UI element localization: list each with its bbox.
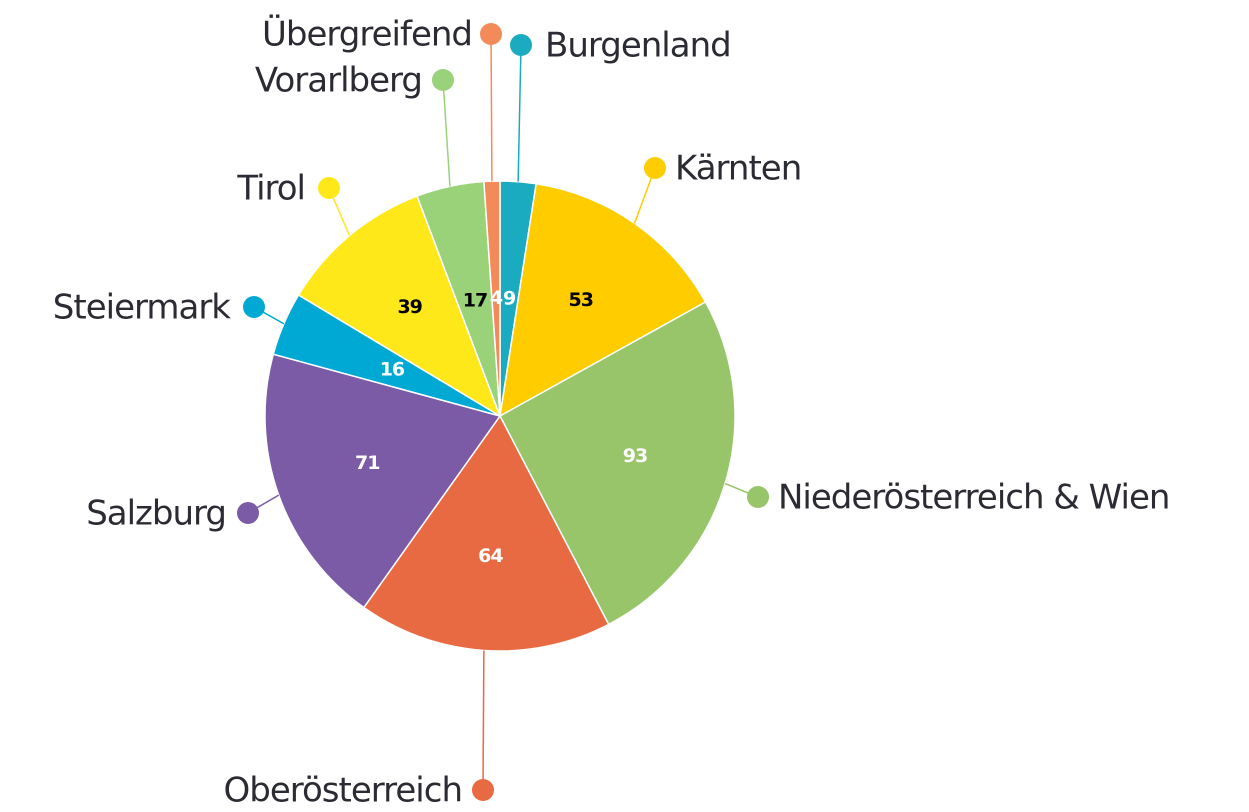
- value-label: 4: [490, 287, 503, 309]
- pie-slice: [297, 195, 502, 418]
- leader-line: [442, 79, 451, 187]
- legend-dot: [237, 502, 259, 524]
- category-label: Niederösterreich & Wien: [778, 478, 1169, 518]
- category-label: Salzburg: [86, 494, 226, 534]
- value-label: 16: [380, 358, 405, 380]
- value-label: 9: [503, 287, 515, 309]
- legend-dot: [472, 779, 494, 801]
- legend-dot: [510, 34, 532, 56]
- legend-dot: [243, 296, 265, 318]
- legend-dot: [747, 486, 769, 508]
- pie-slice: [483, 180, 501, 417]
- value-label: 64: [478, 545, 503, 567]
- value-label: 17: [463, 290, 487, 312]
- category-label: Steiermark: [53, 288, 232, 328]
- category-label: Vorarlberg: [255, 61, 422, 101]
- value-label: 93: [623, 445, 647, 467]
- category-label: Oberösterreich: [224, 771, 462, 811]
- pie-slice: [499, 182, 707, 418]
- leader-line: [490, 33, 493, 182]
- legend-dot: [644, 157, 666, 179]
- value-label: 39: [397, 296, 421, 318]
- category-label: Übergreifend: [262, 14, 472, 55]
- pie-slice: [264, 353, 502, 609]
- value-label: 53: [568, 289, 592, 311]
- category-label: Kärnten: [675, 149, 801, 189]
- legend-dot: [480, 23, 502, 45]
- leader-line: [482, 650, 485, 791]
- category-label: Burgenland: [545, 26, 731, 66]
- value-label: 71: [355, 452, 379, 474]
- leader-line: [517, 44, 522, 182]
- legend-dot: [318, 177, 340, 199]
- category-label: Tirol: [236, 169, 305, 209]
- pie-slice: [362, 414, 610, 652]
- legend-dot: [432, 69, 454, 91]
